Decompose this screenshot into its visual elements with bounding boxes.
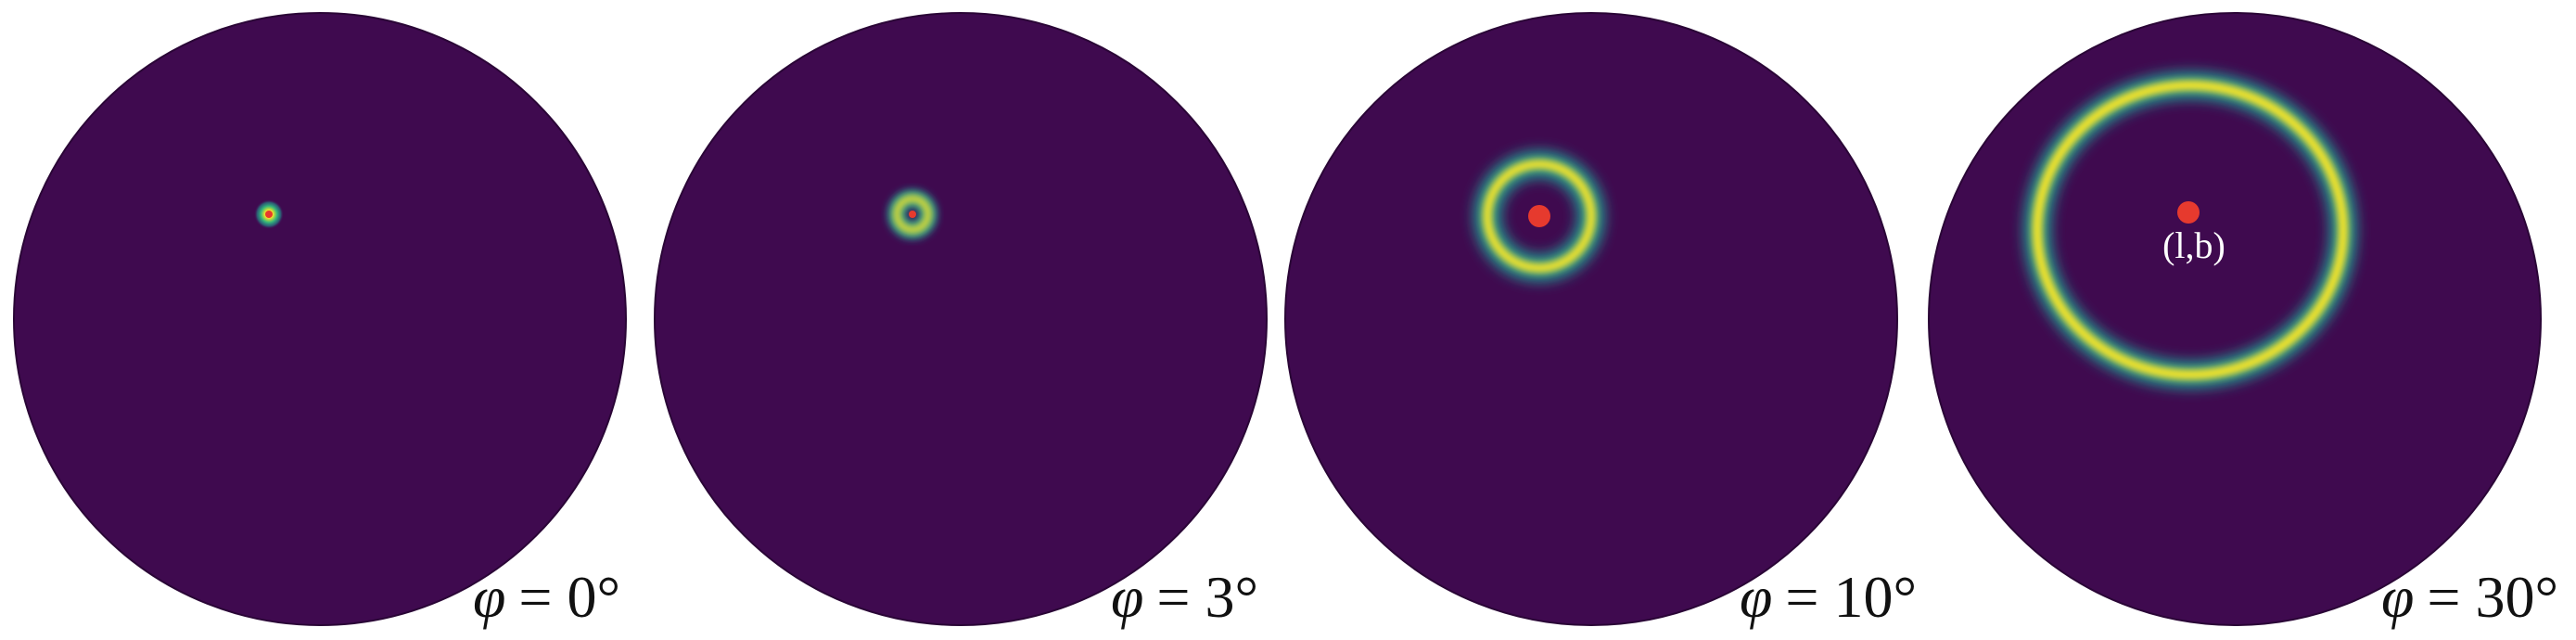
- panel-label: φ = 3°: [1111, 564, 1258, 630]
- phi-symbol: φ: [1111, 564, 1143, 630]
- panel-phi-10: φ = 10°: [1284, 12, 1917, 630]
- ring-core: [1483, 160, 1596, 273]
- angle-value: = 30°: [2427, 564, 2558, 630]
- phi-symbol: φ: [2381, 564, 2414, 630]
- ring-core: [2032, 80, 2349, 380]
- point-marker: [1528, 205, 1550, 227]
- phi-symbol: φ: [473, 564, 505, 630]
- point-marker: [265, 211, 273, 218]
- phi-symbol: φ: [1740, 564, 1772, 630]
- panel-label: φ = 10°: [1740, 564, 1917, 630]
- panel-label: φ = 0°: [473, 564, 620, 630]
- ring-core: [893, 195, 932, 234]
- sky-disk: [1928, 12, 2542, 626]
- panel-label: φ = 30°: [2381, 564, 2558, 630]
- point-marker: [2177, 201, 2200, 224]
- sky-disk: [1284, 12, 1898, 626]
- point-coordinate-label: (l,b): [2162, 224, 2225, 266]
- angle-value: = 0°: [518, 564, 620, 630]
- angle-value: = 10°: [1785, 564, 1917, 630]
- point-marker: [909, 211, 916, 218]
- panel-phi-3: φ = 3°: [654, 12, 1268, 630]
- angle-value: = 3°: [1156, 564, 1258, 630]
- sky-disk: [13, 12, 627, 626]
- panel-phi-30: (l,b) φ = 30°: [1928, 12, 2558, 630]
- sky-disk: [654, 12, 1268, 626]
- panel-phi-0: φ = 0°: [13, 12, 627, 630]
